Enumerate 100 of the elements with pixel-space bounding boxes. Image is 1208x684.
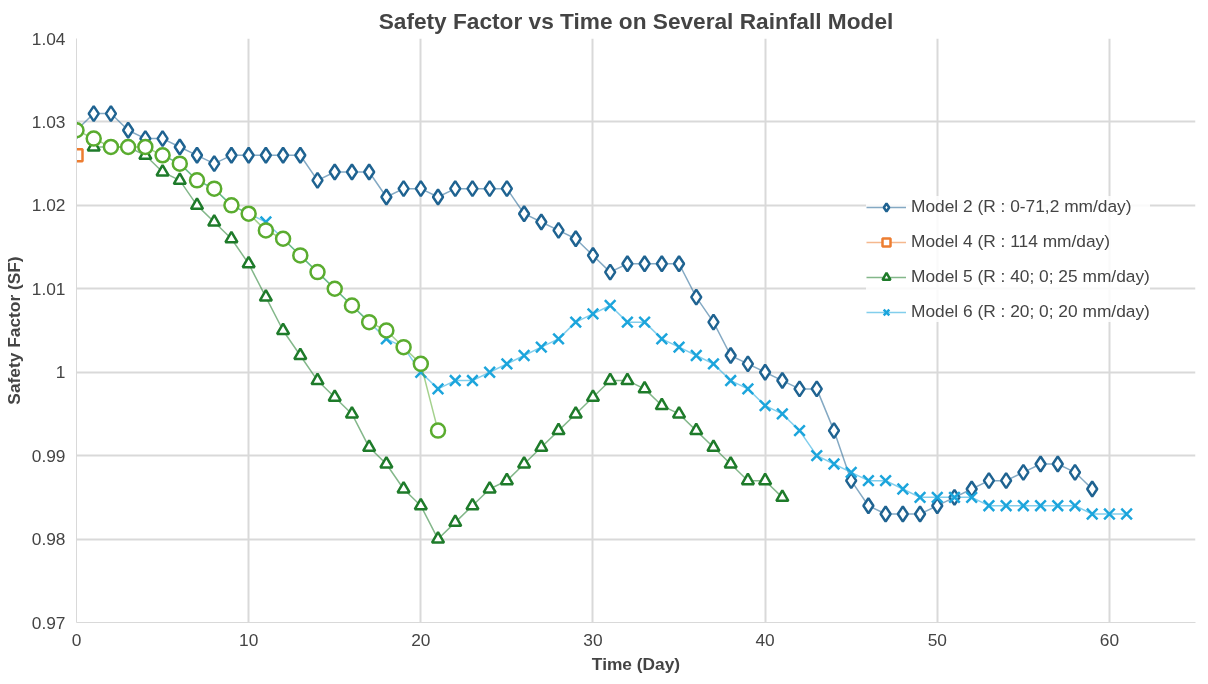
- point: [741, 355, 755, 373]
- point: [1016, 499, 1030, 513]
- point: [551, 422, 566, 436]
- point: [1085, 480, 1099, 498]
- point: [930, 490, 944, 504]
- x-axis-title: Time (Day): [591, 653, 681, 674]
- x-tick-label: 60: [1099, 629, 1120, 650]
- point: [982, 499, 996, 513]
- point: [379, 455, 394, 469]
- x-tick-label: 50: [927, 629, 947, 650]
- point: [690, 288, 703, 306]
- point: [775, 407, 789, 421]
- point: [172, 172, 188, 186]
- point: [620, 372, 635, 386]
- legend-label: Model 5 (R : 40; 0; 25 mm/day): [911, 266, 1150, 287]
- point: [879, 474, 893, 488]
- point: [827, 457, 841, 471]
- point: [706, 439, 721, 453]
- point: [1085, 507, 1099, 521]
- point: [602, 372, 618, 386]
- point: [775, 489, 790, 503]
- point: [104, 104, 118, 123]
- legend-label: Model 6 (R : 20; 0; 20 mm/day): [911, 301, 1150, 322]
- point: [741, 382, 755, 396]
- y-tick-label: 1.03: [31, 111, 66, 132]
- legend-label: Model 2 (R : 0-71,2 mm/day): [911, 196, 1132, 217]
- point: [672, 255, 686, 273]
- point: [861, 474, 875, 488]
- point: [672, 340, 686, 354]
- point: [671, 405, 687, 419]
- point: [189, 197, 205, 211]
- point: [344, 405, 360, 419]
- point: [396, 480, 411, 494]
- point: [327, 389, 342, 402]
- point: [1034, 455, 1047, 473]
- point: [655, 332, 669, 346]
- point: [740, 472, 756, 486]
- point: [723, 455, 738, 469]
- point: [413, 497, 429, 511]
- point: [534, 439, 549, 453]
- point: [276, 146, 290, 165]
- y-tick-label: 1.01: [31, 278, 66, 299]
- point: [810, 380, 824, 398]
- point: [137, 138, 154, 156]
- point: [206, 213, 222, 227]
- point: [896, 505, 910, 523]
- point: [361, 439, 377, 453]
- point: [999, 499, 1013, 513]
- point: [500, 179, 514, 198]
- point: [190, 146, 204, 165]
- point: [844, 465, 858, 479]
- point: [810, 449, 824, 463]
- legend-label: Model 4 (R : 114 mm/day): [911, 231, 1111, 252]
- point: [1051, 499, 1065, 513]
- point: [793, 380, 806, 398]
- point: [585, 389, 601, 402]
- point: [965, 490, 979, 504]
- point: [310, 372, 325, 386]
- y-tick-label: 1.02: [31, 195, 66, 216]
- point: [430, 530, 446, 544]
- point: [258, 288, 274, 302]
- point: [207, 154, 221, 173]
- point: [259, 146, 273, 165]
- point: [535, 213, 548, 231]
- point: [257, 222, 275, 239]
- point: [758, 399, 772, 413]
- point: [706, 357, 721, 371]
- point: [603, 298, 617, 313]
- x-tick-label: 20: [411, 629, 431, 650]
- y-tick-label: 1.04: [31, 28, 66, 49]
- point: [586, 246, 600, 265]
- point: [465, 374, 480, 388]
- point: [275, 322, 291, 336]
- point: [328, 163, 341, 181]
- point: [534, 340, 548, 354]
- point: [431, 188, 445, 206]
- x-tick-label: 10: [239, 629, 259, 650]
- point: [293, 347, 308, 361]
- point: [792, 424, 807, 438]
- point: [637, 380, 652, 394]
- y-tick-label: 0.98: [31, 529, 66, 550]
- point: [121, 121, 135, 140]
- y-tick-label: 0.99: [31, 445, 66, 466]
- point: [119, 138, 137, 156]
- point: [638, 255, 651, 273]
- point: [362, 163, 376, 181]
- point: [1034, 499, 1048, 513]
- point: [758, 363, 772, 381]
- point: [483, 365, 497, 379]
- point: [999, 471, 1013, 490]
- point: [1068, 463, 1082, 482]
- x-tick-label: 40: [755, 629, 775, 650]
- point: [517, 348, 531, 363]
- point: [638, 315, 652, 329]
- x-tick-label: 30: [583, 629, 603, 650]
- point: [655, 255, 669, 273]
- point: [447, 514, 463, 528]
- point: [551, 332, 566, 346]
- point: [448, 179, 462, 198]
- point: [1068, 499, 1082, 513]
